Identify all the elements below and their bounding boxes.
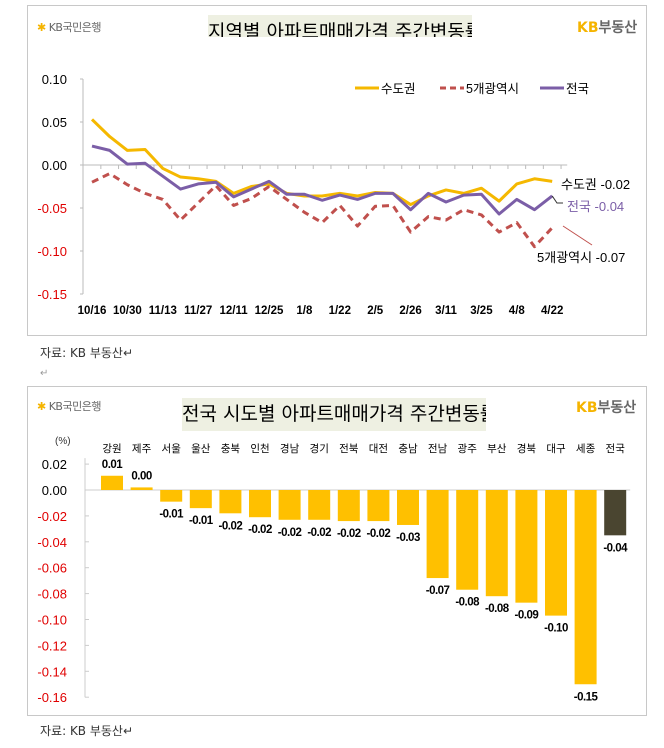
y-tick-label: 0.05: [42, 115, 67, 130]
legend-label: 5개광역시: [466, 82, 519, 96]
series-line-five-metro: [91, 172, 554, 249]
kb-star-icon: ✱: [37, 400, 46, 413]
x-tick-label: 12/25: [255, 305, 284, 317]
top-chart-title: 지역별 아파트매매가격 주간변동률: [208, 15, 472, 37]
kb-bank-logo: ✱ KB국민은행: [37, 21, 101, 34]
y-tick-label: 0.00: [42, 158, 67, 173]
end-label-five-metro: 5개광역시 -0.07: [537, 250, 625, 265]
end-label-national: 전국 -0.04: [567, 199, 624, 214]
x-tick-label: 4/22: [541, 305, 563, 317]
top-chart-panel: [27, 5, 647, 336]
y-tick-label: 0.10: [42, 72, 67, 87]
kb-bank-logo: ✱ KB국민은행: [37, 400, 101, 413]
kb-real-estate-logo: KB부동산: [576, 400, 637, 416]
legend-label: 수도권: [381, 82, 416, 96]
leader-line-five-metro: [562, 225, 593, 246]
x-tick-label: 1/22: [329, 305, 351, 317]
bottom-source-note: 자료: KB 부동산↵: [40, 724, 134, 738]
line-chart: 0.10 0.05 0.00 -0.05 -0.10 -0.15 10/16 10/30 11/…: [37, 72, 630, 317]
kb-real-estate-logo: KB부동산: [577, 20, 638, 36]
x-tick-label: 10/16: [78, 305, 107, 317]
series-line-national: [91, 144, 554, 216]
x-tick-label: 12/11: [220, 305, 249, 317]
kb-star-icon: ✱: [37, 21, 46, 34]
leader-line-national: [551, 195, 563, 204]
top-source-note: 자료: KB 부동산↵: [40, 346, 134, 360]
line-chart-clip: 0.10 0.05 0.00 -0.05 -0.10 -0.15 10/16 10/30 11/…: [28, 70, 644, 320]
bottom-chart-title: 전국 시도별 아파트매매가격 주간변동률: [182, 398, 486, 431]
series-line-capital: [90, 118, 553, 207]
x-tick-label: 3/11: [435, 305, 457, 317]
legend-label: 전국: [566, 82, 589, 96]
x-tick-label: 2/26: [399, 305, 421, 317]
end-label-capital: 수도권 -0.02: [561, 177, 630, 192]
y-tick-label: -0.15: [37, 287, 67, 302]
paragraph-mark: ↵: [40, 368, 49, 379]
x-tick-label: 3/25: [470, 305, 493, 317]
x-tick-label: 4/8: [509, 305, 526, 317]
bottom-chart-panel: [27, 386, 647, 716]
y-tick-label: -0.10: [37, 244, 67, 259]
x-tick-label: 1/8: [296, 305, 313, 317]
y-tick-label: -0.05: [37, 201, 67, 216]
x-tick-label: 11/27: [184, 305, 212, 317]
x-tick-label: 10/30: [113, 305, 142, 317]
x-tick-label: 11/13: [149, 305, 177, 317]
x-tick-label: 2/5: [367, 305, 384, 317]
